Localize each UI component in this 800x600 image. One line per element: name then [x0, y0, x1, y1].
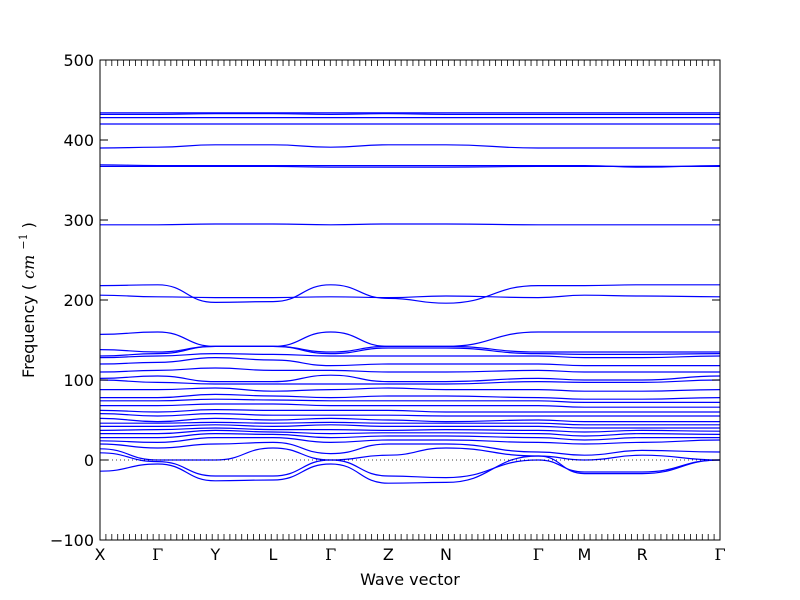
band-line-16	[99, 393, 721, 400]
band-line-25	[99, 331, 720, 347]
x-tick-label: Γ	[152, 545, 163, 564]
x-axis-label: Wave vector	[360, 570, 460, 589]
band-line-10	[100, 421, 720, 426]
x-tick-label: R	[637, 545, 648, 564]
y-tick-label: 500	[63, 51, 94, 70]
band-line-17	[99, 387, 721, 392]
y-tick-label: 300	[63, 211, 94, 230]
y-tick-label: 0	[84, 451, 94, 470]
y-tick-label: 400	[63, 131, 94, 150]
axis-ticks	[99, 59, 721, 541]
band-line-2	[99, 452, 721, 479]
x-tick-label: Γ	[325, 545, 336, 564]
y-axis-label-unit-exponent: −1	[17, 233, 30, 249]
band-line-11	[99, 417, 720, 423]
band-line-12	[99, 412, 720, 417]
band-line-18	[99, 379, 721, 385]
x-tick-label: Γ	[714, 545, 725, 564]
band-line-20	[99, 367, 720, 373]
x-tick-label: Γ	[533, 545, 544, 564]
band-line-28	[100, 223, 720, 226]
y-tick-labels: −100 0 100 200 300 400 500	[50, 51, 94, 550]
band-line-24	[99, 345, 720, 353]
band-line-19	[99, 374, 721, 383]
x-tick-label: N	[440, 545, 452, 564]
x-tick-label: L	[269, 545, 278, 564]
y-axis-label-unit: cm	[19, 255, 38, 279]
y-axis-label-text: Frequency	[19, 295, 38, 378]
x-tick-label: M	[578, 545, 592, 564]
band-line-21	[99, 356, 720, 367]
band-line-3	[99, 447, 721, 461]
y-axis-label: Frequency ( cm −1 )	[12, 222, 38, 378]
plot-frame	[99, 59, 721, 541]
band-line-27	[99, 284, 720, 304]
y-tick-label: 100	[63, 371, 94, 390]
y-tick-label: 200	[63, 291, 94, 310]
x-tick-label: X	[95, 545, 106, 564]
band-line-7	[100, 429, 721, 437]
band-line-6	[100, 432, 720, 441]
x-tick-label: Y	[209, 545, 220, 564]
band-line-14	[99, 403, 720, 408]
y-tick-label: −100	[50, 531, 94, 550]
band-line-34	[100, 112, 720, 116]
band-line-31	[99, 144, 720, 149]
y-axis-label-paren-open: (	[19, 284, 38, 290]
band-line-8	[99, 427, 721, 433]
band-line-26	[99, 294, 721, 299]
band-line-13	[99, 408, 720, 413]
band-line-5	[99, 437, 721, 445]
band-line-9	[100, 424, 720, 429]
y-axis-label-paren-close: )	[19, 222, 38, 228]
x-tick-label: Z	[383, 545, 394, 564]
band-line-30	[99, 164, 721, 168]
band-lines	[99, 112, 721, 484]
band-line-1	[99, 455, 721, 484]
band-line-4	[99, 441, 721, 456]
band-line-22	[99, 352, 721, 359]
band-line-15	[100, 398, 720, 403]
